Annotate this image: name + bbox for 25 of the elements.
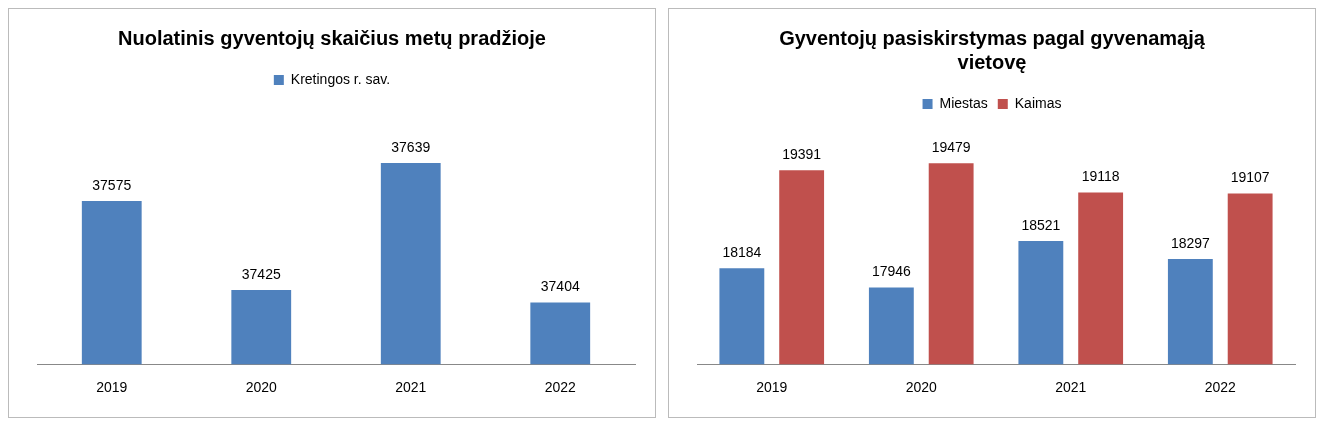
legend-label: Miestas (939, 94, 988, 111)
data-label: 18521 (1021, 216, 1061, 233)
x-tick-label: 2022 (544, 379, 577, 396)
data-label: 18184 (722, 244, 762, 261)
x-tick-label: 2020 (905, 379, 938, 396)
data-label: 17946 (871, 263, 912, 280)
data-label: 19479 (931, 139, 971, 156)
data-label: 19118 (1081, 168, 1120, 185)
x-tick-label: 2021 (395, 379, 427, 396)
legend-label: Kaimas (1014, 94, 1062, 111)
data-label: 19107 (1230, 169, 1270, 186)
data-label: 37425 (241, 265, 281, 282)
data-label: 19391 (782, 146, 822, 163)
chart-title: Gyventojų pasiskirstymas pagal gyvenamąją vietovę (779, 26, 1206, 73)
chart-title: Nuolatinis gyventojų skaičius metų pradžioje (118, 26, 546, 49)
data-label: 37575 (92, 176, 132, 193)
x-tick-label: 2019 (756, 379, 788, 396)
data-label: 37639 (391, 138, 431, 155)
data-label: 37404 (540, 278, 580, 295)
x-tick-label: 2022 (1204, 379, 1237, 396)
x-tick-label: 2020 (245, 379, 278, 396)
x-tick-label: 2019 (96, 379, 128, 396)
data-label: 18297 (1170, 234, 1211, 251)
legend-label: Kretingos r. sav. (290, 70, 391, 87)
x-tick-label: 2021 (1055, 379, 1087, 396)
